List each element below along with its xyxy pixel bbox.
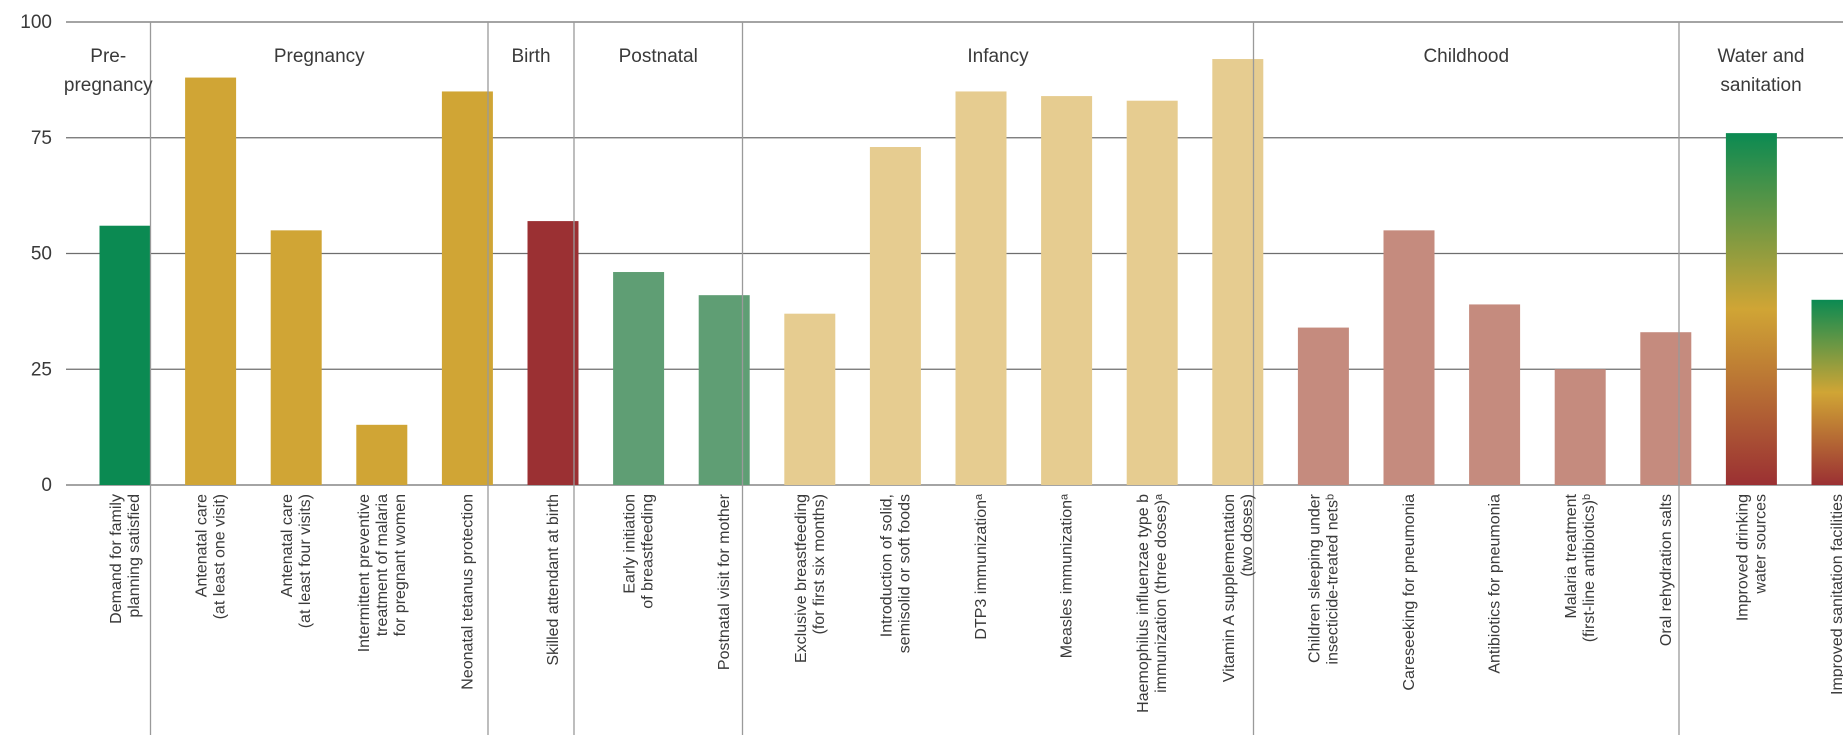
category-label: Measles immunizationᵃ xyxy=(1059,493,1076,658)
y-tick-label: 75 xyxy=(31,128,52,149)
bar xyxy=(527,221,579,485)
category-label: of breastfeeding xyxy=(640,494,657,609)
group-label: Infancy xyxy=(967,46,1029,67)
bar xyxy=(356,424,408,485)
category-label: (first-line antibiotics)ᵇ xyxy=(1581,494,1598,642)
bar xyxy=(1297,327,1349,485)
y-tick-label: 50 xyxy=(31,244,52,265)
category-label: Skilled attendant at birth xyxy=(545,494,562,666)
bar xyxy=(1640,332,1692,485)
bar xyxy=(1212,59,1264,485)
bar xyxy=(1041,96,1093,485)
category-label: Antenatal care xyxy=(279,494,296,597)
group-label: sanitation xyxy=(1720,75,1801,96)
category-label: planning satisfied xyxy=(126,494,143,618)
bar xyxy=(1725,133,1777,485)
bar xyxy=(185,77,237,485)
category-label: DTP3 immunizationᵃ xyxy=(973,493,990,640)
bar xyxy=(613,272,665,485)
category-label: Postnatal visit for mother xyxy=(716,493,733,670)
category-label: Neonatal tetanus protection xyxy=(459,494,476,690)
bar xyxy=(1126,100,1178,486)
bar xyxy=(99,225,151,485)
category-label: semisolid or soft foods xyxy=(896,494,913,653)
bar xyxy=(955,91,1007,485)
group-label: Childhood xyxy=(1423,46,1509,67)
group-label: Birth xyxy=(511,46,550,67)
y-tick-label: 0 xyxy=(41,475,52,496)
category-label: Careseeking for pneumonia xyxy=(1401,494,1418,691)
bar xyxy=(270,230,322,485)
separator-layer xyxy=(149,22,1680,735)
bars-layer xyxy=(99,59,1843,486)
category-label: Intermittent preventive xyxy=(356,494,373,652)
category-label: Haemophilus influenzae type b xyxy=(1135,494,1152,713)
bar xyxy=(1383,230,1435,485)
category-label: Vitamin A supplementation xyxy=(1221,494,1238,682)
bar xyxy=(1811,299,1843,485)
category-label: (for first six months) xyxy=(811,494,828,634)
group-label: Water and xyxy=(1718,46,1805,67)
category-label: immunization (three doses)ᵃ xyxy=(1153,493,1170,693)
group-label: pregnancy xyxy=(64,75,153,96)
bar xyxy=(1469,304,1521,485)
group-label: Pregnancy xyxy=(274,46,365,67)
category-label: Exclusive breastfeeding xyxy=(793,494,810,663)
category-label: Introduction of solid, xyxy=(878,494,895,637)
bar xyxy=(1554,369,1606,485)
bar xyxy=(698,295,750,485)
category-label: Improved sanitation facilities xyxy=(1829,494,1843,695)
bar xyxy=(441,91,493,485)
category-label: water sources xyxy=(1752,494,1769,595)
category-label: (at least four visits) xyxy=(297,494,314,628)
bar xyxy=(784,313,836,485)
category-label: Demand for family xyxy=(108,494,125,624)
group-label: Postnatal xyxy=(619,46,698,67)
group-label: Pre- xyxy=(90,46,126,67)
category-label: Improved drinking xyxy=(1734,494,1751,621)
category-label: insecticide-treated netsᵇ xyxy=(1324,494,1341,665)
bar xyxy=(869,147,921,485)
category-label: treatment of malaria xyxy=(374,494,391,636)
y-tick-label: 25 xyxy=(31,359,52,380)
category-label: Antibiotics for pneumonia xyxy=(1487,494,1504,674)
category-label: Malaria treatment xyxy=(1563,493,1580,618)
category-label: for pregnant women xyxy=(392,494,409,636)
category-label: (at least one visit) xyxy=(212,494,229,619)
category-label: (two doses) xyxy=(1239,494,1256,577)
category-label: Early initiation xyxy=(622,494,639,594)
category-label: Oral rehydration salts xyxy=(1658,494,1675,646)
label-layer: 100 75 50 25 0 Demand for family planning sati… xyxy=(20,12,1843,713)
category-label: Antenatal care xyxy=(194,494,211,597)
category-label: Children sleeping under xyxy=(1306,493,1323,663)
y-tick-label: 100 xyxy=(20,12,52,33)
